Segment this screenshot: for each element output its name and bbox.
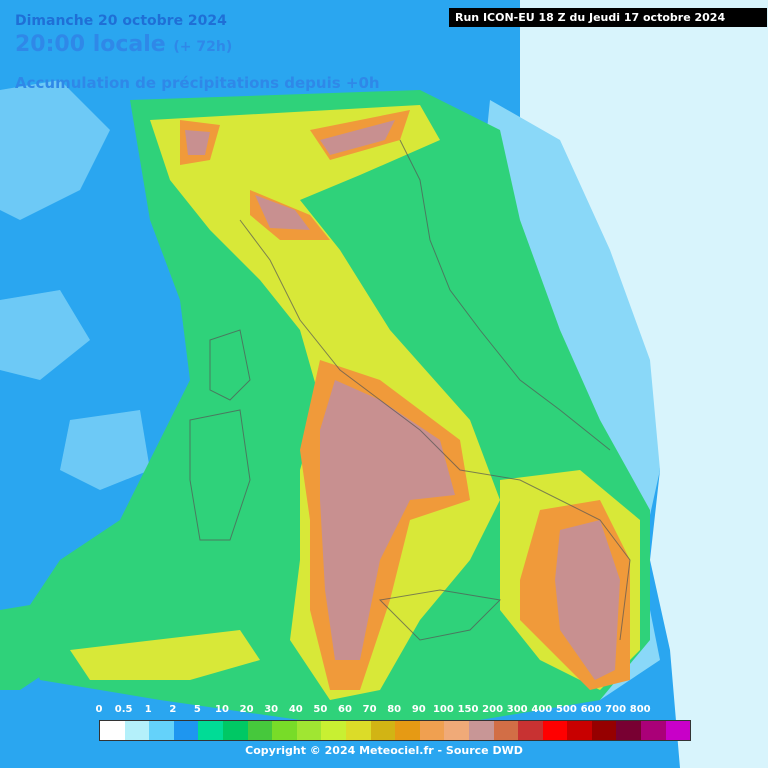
legend-swatch <box>444 721 469 740</box>
legend-swatch <box>296 721 322 740</box>
legend-swatch <box>395 721 420 740</box>
legend-label: 10 <box>215 704 229 715</box>
legend-label: 2 <box>169 704 177 715</box>
legend-label: 300 <box>506 704 528 715</box>
light-precip-west <box>0 80 110 220</box>
legend-label: 100 <box>432 704 454 715</box>
legend-swatch <box>173 721 199 740</box>
legend-label: 20 <box>239 704 254 715</box>
forecast-date: Dimanche 20 octobre 2024 <box>15 13 227 29</box>
legend-label: 30 <box>264 704 279 715</box>
legend-swatch <box>222 721 248 740</box>
legend-swatch <box>345 721 371 740</box>
coastlines <box>189 139 631 641</box>
legend-swatch <box>272 721 297 740</box>
legend-swatch <box>567 721 592 740</box>
legend-label: 200 <box>482 704 504 715</box>
legend-label: 1 <box>144 704 152 715</box>
legend-color-bar <box>99 720 692 741</box>
legend-label: 50 <box>313 704 328 715</box>
copyright-text: Copyright © 2024 Meteociel.fr - Source D… <box>245 744 523 757</box>
lead-time: (+ 72h) <box>173 39 233 55</box>
legend-swatch <box>247 721 273 740</box>
legend-label: 80 <box>387 704 402 715</box>
legend-label: 500 <box>555 704 577 715</box>
max-precip-alps-e <box>320 120 395 155</box>
legend-label: 600 <box>580 704 602 715</box>
local-time: 20:00 locale <box>15 32 166 57</box>
legend-swatch <box>149 721 174 740</box>
yellow-precip-algeria <box>70 630 260 680</box>
max-precip-alps-w <box>185 130 210 155</box>
legend-swatch <box>493 721 519 740</box>
legend-label: 400 <box>531 704 553 715</box>
legend-swatch <box>591 721 617 740</box>
legend-labels: 0 0.5 1 2 5 10 20 30 40 50 60 70 80 90 100 150 200 300 400… <box>90 704 690 718</box>
legend-swatch <box>198 721 223 740</box>
light-precip-sw <box>0 290 90 380</box>
legend-swatch <box>468 721 494 740</box>
max-precip-central <box>320 380 455 660</box>
run-info-box: Run ICON-EU 18 Z du Jeudi 17 octobre 202… <box>449 8 767 27</box>
legend-swatch <box>616 721 642 740</box>
legend-swatch <box>518 721 543 740</box>
legend-label: 70 <box>362 704 377 715</box>
legend-swatch <box>419 721 445 740</box>
legend-label: 150 <box>457 704 479 715</box>
green-precip-sw <box>0 600 80 690</box>
legend-swatch <box>100 721 125 740</box>
legend-label: 40 <box>288 704 303 715</box>
legend-swatch <box>321 721 346 740</box>
forecast-time: 20:00 locale (+ 72h) <box>15 32 232 57</box>
parameter-title: Accumulation de précipitations depuis +0… <box>15 74 380 92</box>
legend-label: 5 <box>193 704 201 715</box>
legend-label: 0 <box>95 704 103 715</box>
legend-swatch <box>542 721 568 740</box>
max-precip-east <box>555 520 620 680</box>
legend-swatch <box>370 721 396 740</box>
legend-label: 800 <box>629 704 651 715</box>
max-precip-apennine <box>255 195 310 230</box>
legend-label: 60 <box>338 704 352 715</box>
legend-label: 90 <box>411 704 426 715</box>
legend-label: 0.5 <box>114 704 133 715</box>
legend-swatch <box>665 721 691 740</box>
legend-swatch <box>641 721 666 740</box>
legend-swatch <box>124 721 150 740</box>
light-precip-balearic <box>60 410 150 490</box>
legend-label: 700 <box>605 704 627 715</box>
